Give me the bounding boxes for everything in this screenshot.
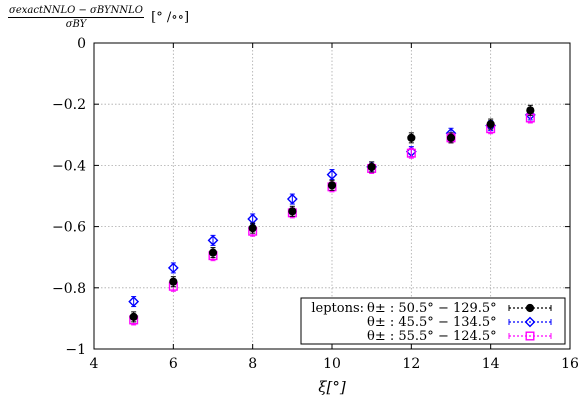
data-point xyxy=(207,234,219,246)
data-point xyxy=(407,133,416,142)
grid-lines xyxy=(94,43,570,349)
legend-entry-1: θ± : 50.5° − 129.5° xyxy=(367,301,552,316)
data-point xyxy=(486,119,495,129)
data-point xyxy=(446,133,456,142)
legend-marker xyxy=(525,331,535,341)
x-tick-label: 14 xyxy=(482,356,500,372)
x-tick-label: 6 xyxy=(169,356,178,372)
legend: leptons: θ± : 50.5° − 129.5°θ± : 45.5° −… xyxy=(300,297,566,345)
legend-entry-2: θ± : 45.5° − 134.5° xyxy=(367,315,552,330)
legend-entries: θ± : 50.5° − 129.5°θ± : 45.5° − 134.5°θ±… xyxy=(367,301,552,344)
y-tick-label: −0.8 xyxy=(52,281,86,297)
data-point xyxy=(208,248,218,257)
legend-entry-label: θ± : 50.5° − 129.5° xyxy=(367,301,497,316)
y-axis-label-unit: [° /∘∘] xyxy=(151,10,190,25)
data-point xyxy=(167,262,179,274)
data-point xyxy=(169,277,178,286)
data-point xyxy=(367,162,376,172)
y-tick-labels: 0 −0.2 −0.4 −0.6 −0.8 −1 xyxy=(52,36,86,358)
data-point xyxy=(128,296,140,307)
legend-marker xyxy=(525,303,535,313)
y-tick-label: 0 xyxy=(77,36,86,52)
legend-entry-label: θ± : 45.5° − 134.5° xyxy=(367,315,497,330)
legend-entry-label: θ± : 55.5° − 124.5° xyxy=(367,329,497,344)
legend-prefix: leptons: xyxy=(311,301,364,316)
data-point xyxy=(327,181,337,190)
data-point xyxy=(288,207,297,216)
y-tick-label: −0.6 xyxy=(52,220,86,236)
x-tick-label: 12 xyxy=(402,356,420,372)
axis-ticks xyxy=(93,42,571,350)
legend-entry-3: θ± : 55.5° − 124.5° xyxy=(367,329,552,344)
y-axis-label-denominator: σBY xyxy=(65,19,87,30)
data-point xyxy=(526,106,535,115)
x-axis-label: ξ[°] xyxy=(318,378,346,396)
x-tick-label: 4 xyxy=(90,356,99,372)
y-tick-label: −1 xyxy=(65,342,86,358)
y-tick-label: −0.2 xyxy=(52,97,86,113)
data-point xyxy=(248,224,257,233)
x-tick-label: 8 xyxy=(248,356,257,372)
x-tick-label: 10 xyxy=(323,356,341,372)
data-series xyxy=(128,104,536,326)
data-point xyxy=(406,148,416,158)
y-tick-label: −0.4 xyxy=(52,158,86,174)
y-axis-label: σexactNNLO − σBYNNLO σBY [° /∘∘] xyxy=(8,5,189,30)
data-point xyxy=(286,193,298,205)
x-tick-label: 16 xyxy=(561,356,579,372)
legend-marker xyxy=(524,316,536,328)
data-point xyxy=(129,312,138,321)
y-axis-label-numerator: σexactNNLO − σBYNNLO xyxy=(8,5,144,18)
x-tick-labels: 4 6 8 10 12 14 16 xyxy=(90,356,579,372)
data-point xyxy=(326,169,338,180)
series-1 xyxy=(129,104,535,323)
